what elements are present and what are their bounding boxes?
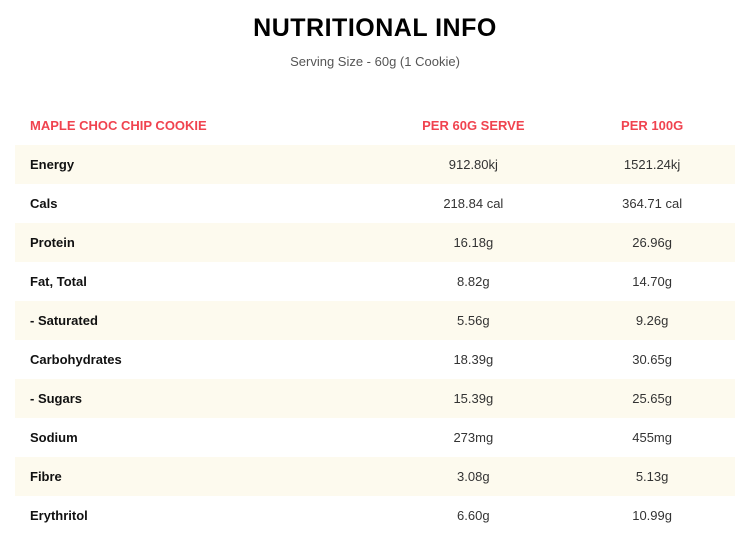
per-serve-value: 3.08g <box>377 457 570 496</box>
table-row: Energy 912.80kj 1521.24kj <box>15 145 735 184</box>
per-serve-value: 18.39g <box>453 352 494 367</box>
per-serve-value: 6.60g <box>457 508 490 523</box>
page-title: NUTRITIONAL INFO <box>253 14 497 42</box>
table-row: Erythritol 6.60g 10.99g <box>15 496 735 535</box>
table-row: Sodium 273mg 455mg <box>15 418 735 457</box>
nutrient-name: - Sugars <box>15 379 378 418</box>
nutrient-name: Fat, Total <box>30 274 87 289</box>
table-row: - Sugars 15.39g 25.65g <box>15 379 735 418</box>
header-row: MAPLE CHOC CHIP COOKIE PER 60G SERVE PER… <box>15 106 735 145</box>
per-serve-value: 15.39g <box>377 379 570 418</box>
per-100g-value: 1521.24kj <box>569 145 735 184</box>
nutrient-name: Fibre <box>15 457 378 496</box>
nutrient-name: Protein <box>15 223 378 262</box>
per-100g-value: 30.65g <box>632 352 672 367</box>
header-per-serve: PER 60G SERVE <box>422 118 525 133</box>
table-row: Fat, Total 8.82g 14.70g <box>15 262 735 301</box>
per-100g-value: 10.99g <box>632 508 672 523</box>
per-serve-value: 8.82g <box>457 274 490 289</box>
per-serve-value: 16.18g <box>377 223 570 262</box>
header-per-100g: PER 100G <box>621 118 684 133</box>
per-100g-value: 25.65g <box>569 379 735 418</box>
nutrient-name: Erythritol <box>30 508 88 523</box>
per-serve-value: 912.80kj <box>377 145 570 184</box>
per-100g-value: 5.13g <box>569 457 735 496</box>
table-row: Fibre 3.08g 5.13g <box>15 457 735 496</box>
nutrient-name: Cals <box>30 196 58 211</box>
header-product: MAPLE CHOC CHIP COOKIE <box>30 118 207 133</box>
table-row: Cals 218.84 cal 364.71 cal <box>15 184 735 223</box>
per-serve-value: 5.56g <box>377 301 570 340</box>
per-serve-value: 218.84 cal <box>443 196 504 211</box>
per-100g-value: 9.26g <box>569 301 735 340</box>
per-100g-value: 364.71 cal <box>622 196 683 211</box>
table-row: - Saturated 5.56g 9.26g <box>15 301 735 340</box>
nutrient-name: Energy <box>15 145 378 184</box>
per-100g-value: 26.96g <box>569 223 735 262</box>
per-100g-value: 455mg <box>632 430 672 445</box>
nutrient-name: Sodium <box>30 430 78 445</box>
nutrition-table: MAPLE CHOC CHIP COOKIE PER 60G SERVE PER… <box>15 106 735 535</box>
table-row: Carbohydrates 18.39g 30.65g <box>15 340 735 379</box>
per-serve-value: 273mg <box>453 430 494 445</box>
per-100g-value: 14.70g <box>632 274 672 289</box>
table-row: Protein 16.18g 26.96g <box>15 223 735 262</box>
nutrient-name: Carbohydrates <box>30 352 122 367</box>
nutrient-name: - Saturated <box>15 301 378 340</box>
serving-size: Serving Size - 60g (1 Cookie) <box>290 54 460 69</box>
